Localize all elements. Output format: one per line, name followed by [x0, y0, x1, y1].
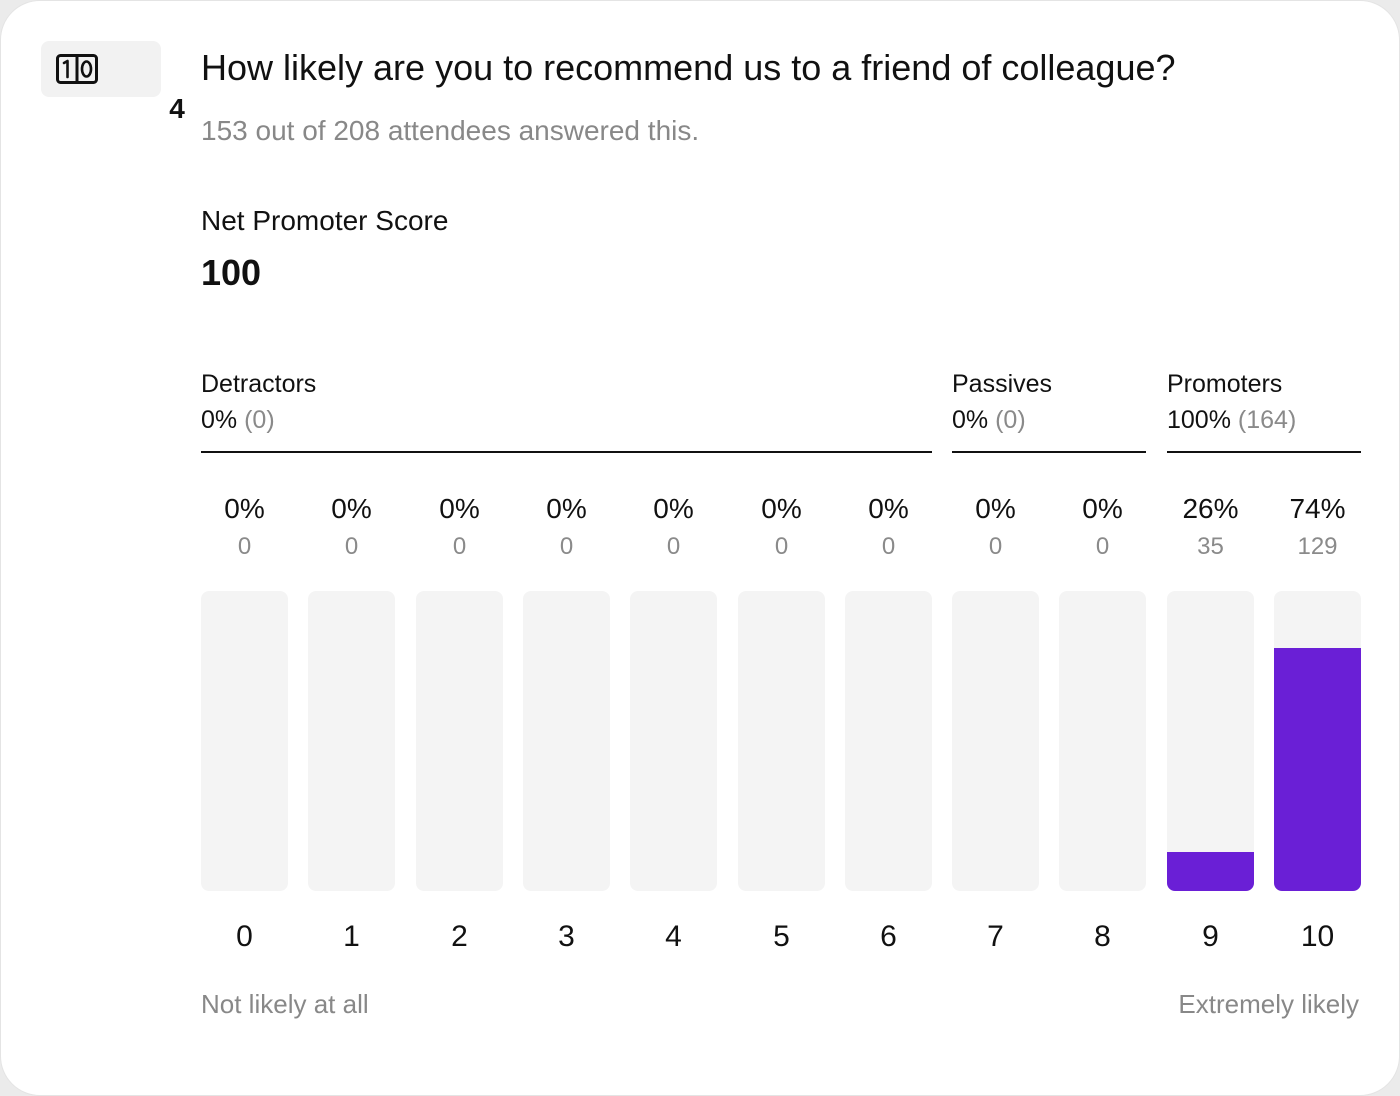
x-tick-label: 4 [665, 920, 682, 953]
bar-count-label: 0 [666, 533, 681, 560]
bar-count-label: 129 [1297, 533, 1338, 560]
group-percent: 100% [1167, 406, 1231, 434]
group-name: Promoters [1167, 370, 1283, 398]
bar-track-8 [1059, 591, 1146, 891]
bar-labels-4: 0% 0 [630, 489, 717, 565]
bar-labels-8: 0% 0 [1059, 489, 1146, 565]
bar-labels-3: 0% 0 [523, 489, 610, 565]
x-tick-label: 10 [1300, 920, 1335, 953]
bar-count-label: 0 [452, 533, 467, 560]
bar-track-10 [1274, 591, 1361, 891]
bar-count-label: 0 [774, 533, 789, 560]
bar-count-label: 0 [988, 533, 1003, 560]
bar-percent-label: 0% [546, 493, 587, 524]
nps-label: Net Promoter Score [201, 205, 449, 236]
group-count: (0) [244, 406, 275, 434]
bar-count-label: 0 [559, 533, 574, 560]
bar-track-6 [845, 591, 932, 891]
nps-score: 100 [201, 252, 262, 293]
bar-labels-10: 74% 129 [1274, 489, 1361, 565]
x-tick-label: 3 [558, 920, 575, 953]
bar-count-label: 0 [881, 533, 896, 560]
group-promoters: Promoters 100% (164) [1167, 367, 1361, 453]
bar-track-9 [1167, 591, 1254, 891]
bar-percent-label: 26% [1182, 493, 1239, 524]
bar-labels-9: 26% 35 [1167, 489, 1254, 565]
x-tick-label: 2 [451, 920, 468, 953]
bar-count-label: 0 [237, 533, 252, 560]
bar-percent-label: 74% [1289, 493, 1346, 524]
bar-percent-label: 0% [1082, 493, 1123, 524]
bar-fill-9 [1167, 852, 1254, 891]
bar-track-0 [201, 591, 288, 891]
x-tick-label: 0 [236, 920, 253, 953]
bar-count-label: 35 [1197, 533, 1224, 560]
x-tick-label: 8 [1094, 920, 1111, 953]
bar-percent-label: 0% [975, 493, 1016, 524]
scale-high-label: Extremely likely [1178, 989, 1359, 1019]
bar-track-4 [630, 591, 717, 891]
question-title: How likely are you to recommend us to a … [201, 47, 1176, 88]
nps-scale-icon [56, 54, 98, 84]
x-tick-label: 6 [880, 920, 897, 953]
question-number: 4 [169, 93, 185, 124]
bar-count-label: 0 [1095, 533, 1110, 560]
question-badge: 4 [41, 41, 185, 124]
group-passives: Passives 0% (0) [952, 367, 1146, 453]
bar-percent-label: 0% [439, 493, 480, 524]
bar-labels-6: 0% 0 [845, 489, 932, 565]
x-tick-label: 5 [773, 920, 790, 953]
x-tick-label: 7 [987, 920, 1004, 953]
bar-percent-label: 0% [653, 493, 694, 524]
group-count: (0) [995, 406, 1026, 434]
group-detractors: Detractors 0% (0) [201, 367, 932, 453]
bar-percent-label: 0% [761, 493, 802, 524]
bar-labels-7: 0% 0 [952, 489, 1039, 565]
bar-labels-1: 0% 0 [308, 489, 395, 565]
x-tick-label: 9 [1202, 920, 1219, 953]
bar-track-1 [308, 591, 395, 891]
bar-labels-0: 0% 0 [201, 489, 288, 565]
bar-labels-5: 0% 0 [738, 489, 825, 565]
x-tick-label: 1 [343, 920, 360, 953]
scale-low-label: Not likely at all [201, 989, 369, 1019]
bar-count-label: 0 [344, 533, 359, 560]
bar-fill-10 [1274, 648, 1361, 891]
group-name: Passives [952, 370, 1053, 398]
group-stat: 0% (0) [952, 403, 1146, 437]
group-percent: 0% [952, 406, 989, 434]
bar-track-2 [416, 591, 503, 891]
bar-track-7 [952, 591, 1039, 891]
bar-track-3 [523, 591, 610, 891]
group-count: (164) [1237, 406, 1297, 434]
group-stat: 0% (0) [201, 403, 932, 437]
response-summary: 153 out of 208 attendees answered this. [201, 115, 700, 146]
group-stat: 100% (164) [1167, 403, 1361, 437]
bar-percent-label: 0% [224, 493, 265, 524]
bar-percent-label: 0% [331, 493, 372, 524]
bar-labels-2: 0% 0 [416, 489, 503, 565]
bar-percent-label: 0% [868, 493, 909, 524]
group-percent: 0% [201, 406, 238, 434]
bar-track-5 [738, 591, 825, 891]
group-name: Detractors [201, 370, 317, 398]
